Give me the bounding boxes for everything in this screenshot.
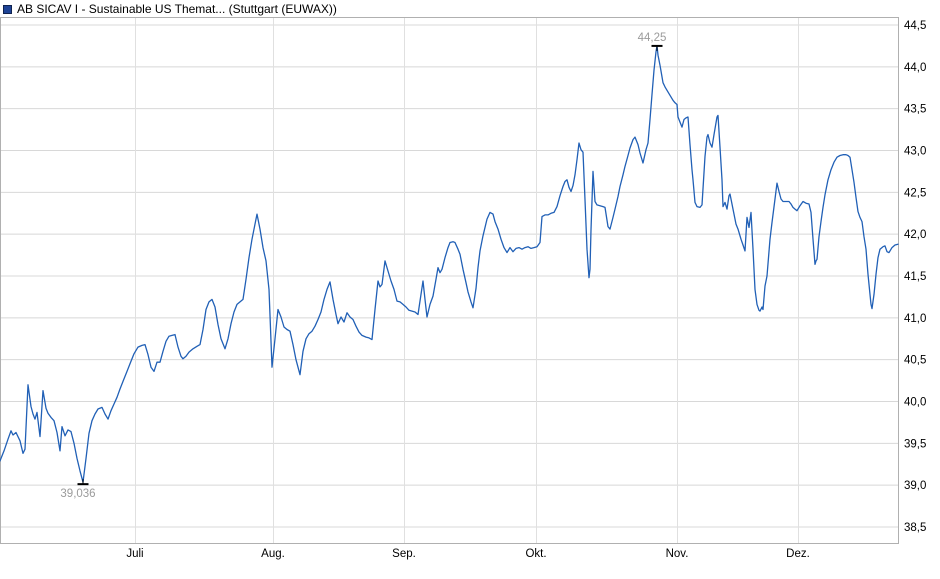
- x-tick-label: Okt.: [525, 548, 546, 560]
- chart-title: AB SICAV I - Sustainable US Themat... (S…: [17, 2, 337, 16]
- y-tick-label: 41,0: [904, 313, 926, 325]
- x-tick-label: Aug.: [261, 548, 285, 560]
- y-tick-label: 39,5: [904, 438, 926, 450]
- chart-header: AB SICAV I - Sustainable US Themat... (S…: [3, 2, 337, 16]
- y-tick-label: 44,0: [904, 62, 926, 74]
- y-tick-label: 41,5: [904, 271, 926, 283]
- series-legend-marker-icon: [3, 4, 12, 14]
- x-tick-label: Sep.: [392, 548, 416, 560]
- low-annotation-label: 39,036: [60, 488, 95, 500]
- plot-border: [0, 17, 899, 544]
- y-tick-label: 39,0: [904, 480, 926, 492]
- y-tick-label: 43,0: [904, 146, 926, 158]
- y-tick-label: 38,5: [904, 522, 926, 534]
- y-tick-label: 44,5: [904, 20, 926, 32]
- x-tick-label: Juli: [126, 548, 143, 560]
- y-tick-label: 42,5: [904, 187, 926, 199]
- y-tick-label: 43,5: [904, 104, 926, 116]
- price-line: [0, 45, 899, 483]
- x-tick-label: Nov.: [666, 548, 689, 560]
- x-tick-label: Dez.: [786, 548, 810, 560]
- high-annotation-label: 44,25: [638, 32, 667, 44]
- y-tick-label: 42,0: [904, 229, 926, 241]
- y-tick-label: 40,5: [904, 355, 926, 367]
- y-tick-label: 40,0: [904, 397, 926, 409]
